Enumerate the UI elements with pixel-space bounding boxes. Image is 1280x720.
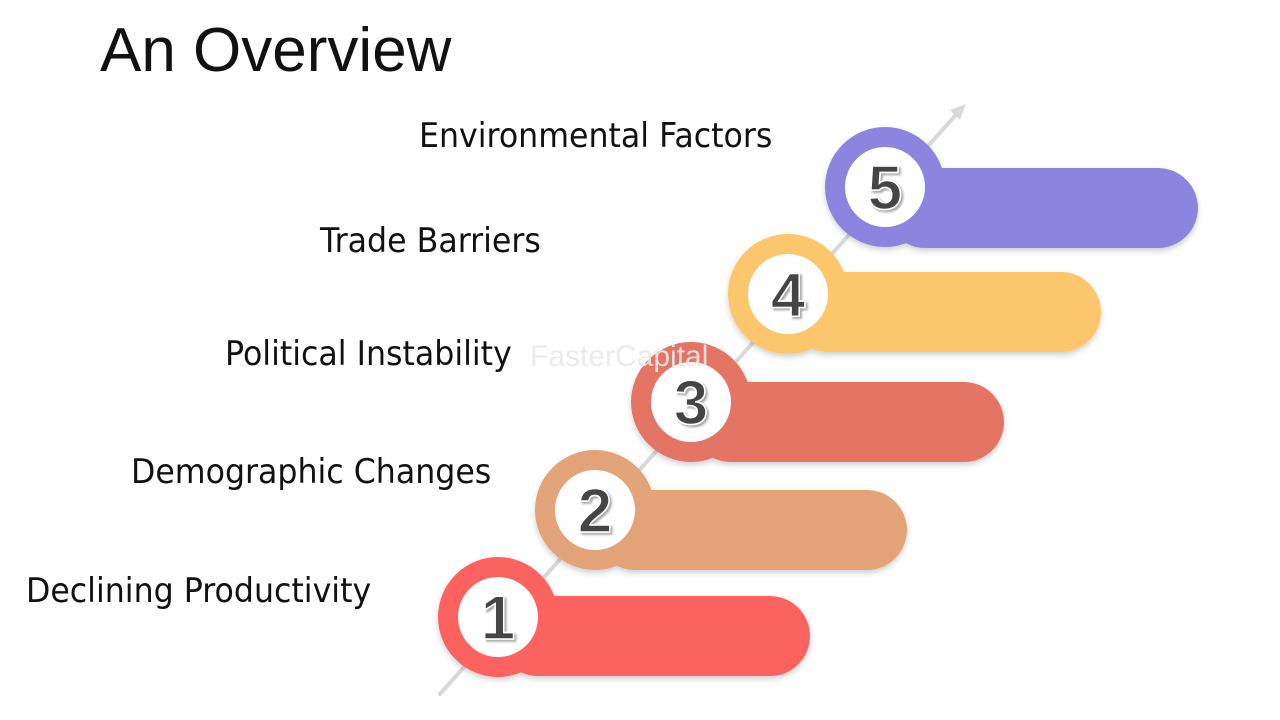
step-number-disc-3 xyxy=(651,362,731,442)
step-label-2: Demographic Changes xyxy=(131,452,492,492)
step-bar-4 xyxy=(788,272,1101,352)
step-number-disc-2 xyxy=(555,470,635,550)
step-bar-5 xyxy=(885,168,1198,248)
step-number-5: 5 xyxy=(868,154,902,223)
step-bar-3 xyxy=(691,382,1004,462)
step-4: 4 xyxy=(728,234,1101,354)
step-label-5: Environmental Factors xyxy=(419,116,773,156)
step-bar-2 xyxy=(595,490,907,570)
step-1: 1 xyxy=(438,557,810,677)
step-label-3: Political Instability xyxy=(225,334,512,374)
step-5: 5 xyxy=(825,127,1198,248)
step-number-4: 4 xyxy=(771,261,806,330)
step-label-4: Trade Barriers xyxy=(320,221,541,261)
step-number-disc-4 xyxy=(748,254,828,334)
step-2: 2 xyxy=(535,450,907,570)
step-label-1: Declining Productivity xyxy=(26,571,372,611)
step-number-3: 3 xyxy=(674,369,708,438)
step-number-1: 1 xyxy=(481,584,515,653)
step-3: 3 xyxy=(631,342,1004,462)
watermark-text: FasterCapital xyxy=(530,340,709,373)
step-number-2: 2 xyxy=(578,477,612,546)
step-number-disc-1 xyxy=(458,577,538,657)
slide-title: An Overview xyxy=(100,16,452,85)
step-bar-1 xyxy=(498,596,810,676)
step-number-disc-5 xyxy=(845,147,925,227)
